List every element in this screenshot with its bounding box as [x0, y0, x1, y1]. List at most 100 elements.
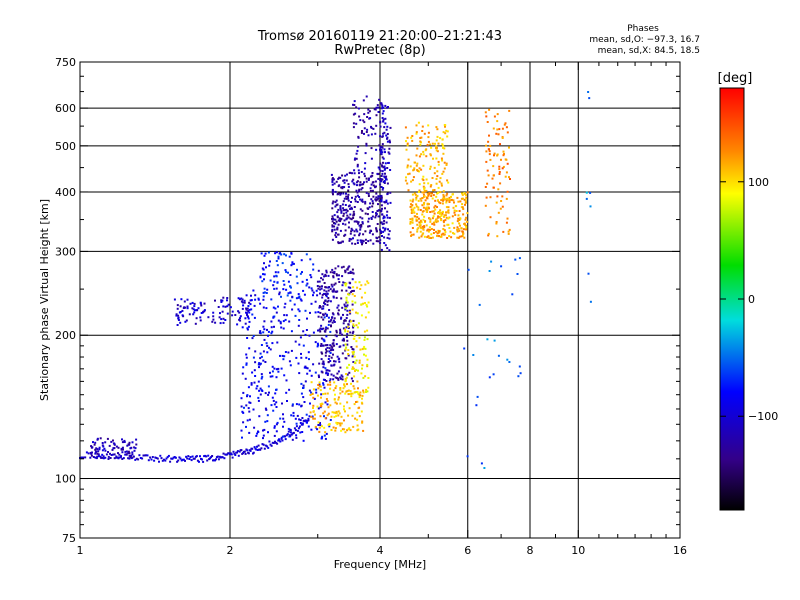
echo-point: [411, 221, 414, 224]
echo-point: [350, 227, 353, 230]
echo-point: [388, 249, 391, 252]
echo-point: [237, 454, 240, 457]
echo-point: [411, 179, 414, 182]
echo-point: [262, 434, 265, 437]
echo-point: [314, 341, 317, 344]
echo-point: [262, 331, 265, 334]
echo-point: [284, 302, 287, 305]
echo-point: [326, 414, 329, 417]
echo-point: [360, 303, 363, 306]
echo-point: [190, 459, 193, 462]
echo-point: [311, 415, 314, 418]
echo-point: [342, 192, 345, 195]
echo-point: [465, 197, 468, 200]
echo-point: [429, 211, 432, 213]
echo-point: [339, 366, 342, 369]
echo-point: [381, 223, 384, 226]
echo-point: [338, 192, 341, 195]
echo-point: [440, 157, 443, 160]
echo-point: [263, 328, 266, 331]
echo-point: [241, 298, 244, 301]
echo-point: [371, 215, 374, 218]
echo-point: [351, 229, 354, 232]
echo-point: [485, 115, 488, 118]
echo-point: [291, 295, 294, 298]
echo-point: [363, 339, 366, 341]
echo-point: [363, 113, 366, 116]
echo-point: [135, 443, 138, 446]
echo-point: [343, 197, 346, 200]
echo-point: [361, 243, 363, 246]
echo-point: [112, 453, 115, 456]
echo-point: [424, 207, 427, 210]
echo-point: [254, 298, 257, 301]
echo-point: [330, 429, 333, 431]
echo-point: [378, 199, 381, 202]
echo-point: [280, 437, 283, 440]
echo-point: [318, 362, 321, 365]
echo-point: [264, 407, 267, 410]
echo-point: [453, 226, 456, 229]
echo-point: [415, 203, 418, 206]
echo-point: [344, 410, 346, 413]
echo-point: [316, 342, 319, 345]
echo-point: [363, 132, 365, 135]
echo-point: [422, 175, 425, 178]
echo-point: [340, 211, 343, 214]
echo-point: [180, 459, 183, 462]
echo-point: [359, 181, 362, 184]
echo-point: [274, 440, 276, 443]
echo-point: [369, 229, 372, 232]
echo-point: [380, 178, 383, 181]
echo-point: [165, 457, 168, 460]
echo-point: [422, 232, 425, 235]
echo-point: [339, 205, 342, 207]
echo-point: [98, 446, 101, 449]
echo-point: [330, 283, 333, 286]
echo-point: [329, 330, 332, 333]
echo-point: [269, 279, 272, 282]
echo-point: [271, 370, 274, 373]
echo-point: [317, 311, 320, 314]
echo-point: [380, 150, 383, 153]
echo-point: [417, 190, 420, 193]
echo-point: [360, 241, 363, 244]
echo-point: [299, 431, 302, 434]
echo-point: [287, 351, 290, 354]
echo-point: [380, 221, 383, 224]
echo-point: [305, 413, 308, 416]
echo-point: [427, 140, 430, 143]
echo-point: [295, 403, 298, 406]
echo-point: [217, 306, 220, 308]
echo-point: [256, 385, 259, 388]
echo-point: [273, 403, 276, 406]
echo-point: [266, 445, 269, 448]
echo-point: [266, 288, 269, 291]
echo-point: [333, 214, 336, 217]
echo-point: [203, 309, 206, 312]
echo-point: [502, 150, 505, 153]
echo-point: [218, 316, 221, 319]
y-tick-label: 600: [55, 102, 76, 115]
echo-point: [486, 121, 489, 123]
echo-point: [347, 195, 349, 198]
echo-point: [272, 409, 275, 412]
echo-point: [419, 219, 422, 222]
echo-point: [460, 235, 463, 238]
echo-point: [115, 445, 118, 448]
echo-point: [350, 382, 352, 385]
echo-point: [587, 272, 590, 275]
echo-point: [209, 457, 212, 460]
echo-point: [257, 380, 260, 383]
echo-point: [329, 300, 332, 303]
echo-point: [312, 417, 315, 420]
echo-point: [421, 210, 424, 213]
echo-point: [352, 325, 355, 327]
echo-point: [226, 297, 229, 299]
echo-point: [277, 255, 280, 258]
echo-point: [314, 413, 316, 416]
echo-point: [442, 221, 445, 224]
echo-point: [139, 457, 142, 459]
echo-point: [405, 148, 408, 151]
